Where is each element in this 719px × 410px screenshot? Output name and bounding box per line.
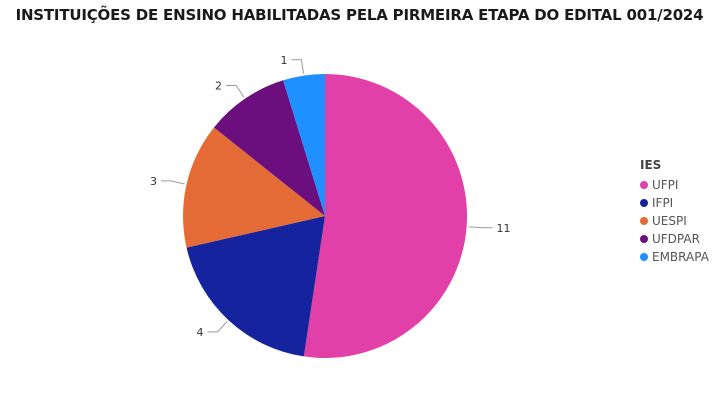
leader-line-ufdpar — [225, 84, 245, 98]
data-label-uespi: 3 — [150, 175, 157, 188]
pie-slice-ufdpar — [213, 80, 325, 217]
legend-item-ufdpar[interactable]: UFDPAR — [640, 230, 709, 248]
legend-item-uespi[interactable]: UESPI — [640, 212, 709, 230]
legend-item-ifpi[interactable]: IFPI — [640, 194, 709, 212]
legend-label: UESPI — [652, 214, 687, 228]
legend-marker-icon — [640, 253, 648, 261]
legend-marker-icon — [640, 199, 648, 207]
legend-marker-icon — [640, 217, 648, 225]
legend-label: IFPI — [652, 196, 674, 210]
data-label-embrapa: 1 — [280, 54, 287, 67]
pie-slice-embrapa — [283, 74, 325, 216]
legend: IES UFPI IFPI UESPI UFDPAR EMBRAPA — [640, 158, 709, 266]
legend-label: UFPI — [652, 178, 679, 192]
chart-title: INSTITUIÇÕES DE ENSINO HABILITADAS PELA … — [15, 6, 704, 24]
legend-title: IES — [640, 158, 662, 172]
pie-slice-ifpi — [186, 216, 325, 357]
legend-marker-icon — [640, 181, 648, 189]
pie-slice-ufpi — [303, 74, 468, 358]
leader-line-ufpi — [468, 226, 493, 229]
legend-label: UFDPAR — [652, 232, 700, 246]
pie-slice-uespi — [183, 127, 325, 248]
data-label-ufdpar: 2 — [215, 79, 222, 92]
legend-item-embrapa[interactable]: EMBRAPA — [640, 248, 709, 266]
leader-line-uespi — [160, 180, 185, 185]
leader-line-ifpi — [207, 321, 228, 333]
legend-item-ufpi[interactable]: UFPI — [640, 176, 709, 194]
legend-label: EMBRAPA — [652, 250, 709, 264]
legend-marker-icon — [640, 235, 648, 243]
data-label-ifpi: 4 — [197, 326, 204, 339]
leader-line-embrapa — [291, 59, 305, 74]
data-label-ufpi: 11 — [497, 222, 511, 235]
